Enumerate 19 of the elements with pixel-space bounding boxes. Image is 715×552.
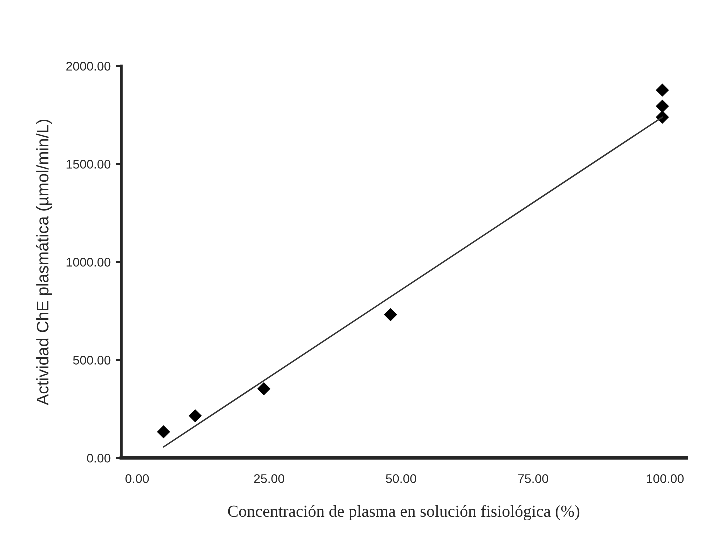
point: [188, 409, 202, 423]
point: [656, 110, 670, 124]
y-tick-label: 1500.00: [66, 160, 111, 169]
point: [157, 426, 170, 439]
x-tick-label: 25.00: [254, 474, 285, 484]
y-tick-label: 1000.00: [66, 258, 111, 267]
x-axis-title: Concentración de plasma en solución fisiológica (%): [228, 505, 580, 521]
x-tick-label: 75.00: [518, 474, 548, 484]
y-tick-label: 500.00: [73, 356, 111, 365]
y-tick-label: 2000.00: [66, 62, 111, 71]
y-axis-title: Actividad ChE plasmática (µmol/min/L): [36, 120, 52, 406]
x-tick-label: 100.00: [647, 474, 684, 484]
x-tick-label: 50.00: [386, 474, 416, 484]
point: [656, 100, 670, 113]
point: [257, 382, 271, 396]
point: [384, 308, 398, 322]
point: [656, 84, 670, 97]
x-tick-label: 0.00: [126, 474, 150, 484]
y-tick-label: 0.00: [87, 454, 111, 463]
